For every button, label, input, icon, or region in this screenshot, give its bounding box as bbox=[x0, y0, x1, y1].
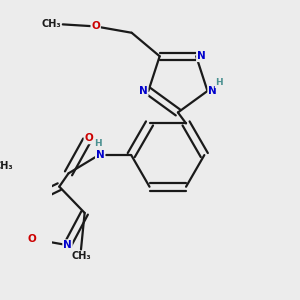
Text: N: N bbox=[139, 86, 148, 96]
Text: H: H bbox=[94, 140, 102, 148]
Text: N: N bbox=[197, 51, 206, 61]
Text: O: O bbox=[84, 134, 93, 143]
Text: N: N bbox=[96, 150, 104, 160]
Text: O: O bbox=[27, 234, 36, 244]
Text: methoxy: methoxy bbox=[47, 23, 54, 24]
Text: N: N bbox=[63, 240, 72, 250]
Text: CH₃: CH₃ bbox=[0, 161, 14, 171]
Text: H: H bbox=[215, 78, 223, 87]
Text: N: N bbox=[208, 86, 217, 96]
Text: CH₃: CH₃ bbox=[71, 251, 91, 262]
Text: CH₃: CH₃ bbox=[41, 20, 61, 29]
Text: O: O bbox=[91, 21, 100, 32]
